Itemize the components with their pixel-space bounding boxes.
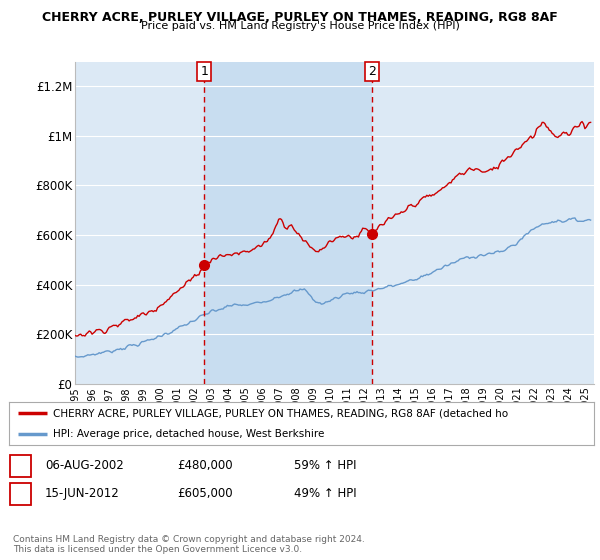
Bar [205,62,372,384]
Text: 49% ↑ HPI: 49% ↑ HPI [294,487,356,501]
Text: 59% ↑ HPI: 59% ↑ HPI [294,459,356,473]
Text: HPI: Average price, detached house, West Berkshire: HPI: Average price, detached house, West… [53,430,324,439]
Text: £480,000: £480,000 [177,459,233,473]
Text: 1: 1 [16,459,25,473]
Text: CHERRY ACRE, PURLEY VILLAGE, PURLEY ON THAMES, READING, RG8 8AF (detached ho: CHERRY ACRE, PURLEY VILLAGE, PURLEY ON T… [53,408,508,418]
Text: CHERRY ACRE, PURLEY VILLAGE, PURLEY ON THAMES, READING, RG8 8AF: CHERRY ACRE, PURLEY VILLAGE, PURLEY ON T… [42,11,558,24]
Text: Price paid vs. HM Land Registry's House Price Index (HPI): Price paid vs. HM Land Registry's House … [140,21,460,31]
Text: 06-AUG-2002: 06-AUG-2002 [45,459,124,473]
Text: 1: 1 [200,65,208,78]
Text: 2: 2 [16,487,25,501]
Text: 15-JUN-2012: 15-JUN-2012 [45,487,120,501]
Text: £605,000: £605,000 [177,487,233,501]
Text: 2: 2 [368,65,376,78]
Text: Contains HM Land Registry data © Crown copyright and database right 2024.
This d: Contains HM Land Registry data © Crown c… [13,535,365,554]
